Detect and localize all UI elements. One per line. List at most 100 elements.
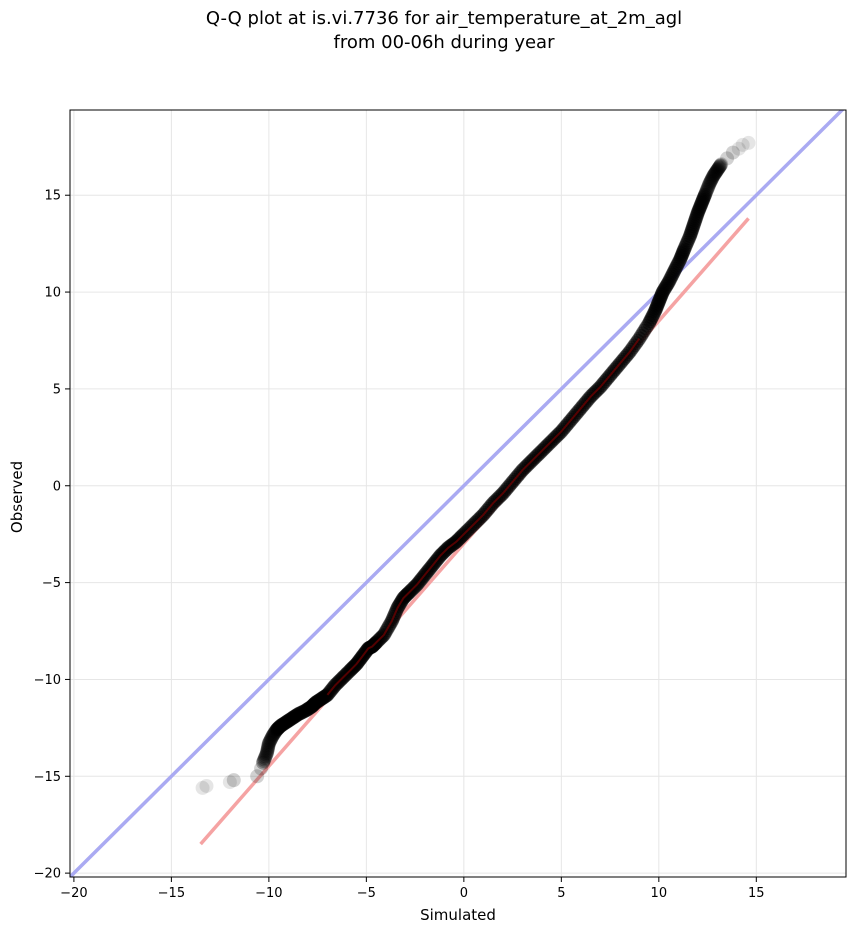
quantile-point <box>315 691 330 706</box>
quantile-point <box>665 267 680 282</box>
quantile-point <box>700 181 715 196</box>
chart-title-line2: from 00-06h during year <box>334 32 556 53</box>
quantile-point <box>272 720 287 735</box>
quantile-point <box>644 312 659 327</box>
quantile-point <box>199 778 214 793</box>
quantile-point <box>295 705 310 720</box>
quantile-point <box>653 289 668 304</box>
quantile-point <box>698 186 713 201</box>
quantile-point <box>640 318 655 333</box>
quantile-point <box>696 191 711 206</box>
quantile-point <box>673 250 688 265</box>
quantile-point <box>285 711 300 726</box>
x-tick-label: 10 <box>651 886 668 901</box>
quantile-point <box>306 697 321 712</box>
quantile-point <box>645 308 660 323</box>
quantile-point <box>697 189 712 204</box>
quantile-point <box>254 761 269 776</box>
quantile-point <box>664 269 679 284</box>
quantile-point <box>712 160 727 175</box>
quantile-point <box>655 286 670 301</box>
quantile-point <box>653 291 668 306</box>
quantile-point <box>668 261 683 276</box>
quantile-point <box>689 209 704 224</box>
quantile-point <box>645 310 659 325</box>
quantile-point <box>267 726 282 741</box>
quantile-point <box>263 733 278 748</box>
quantile-point <box>693 199 708 214</box>
quantile-point <box>694 197 709 212</box>
quantile-point <box>290 707 305 722</box>
x-tick-label: −15 <box>158 886 185 901</box>
quantile-point <box>304 699 319 714</box>
quantile-point <box>705 170 720 185</box>
quantile-point <box>713 158 728 173</box>
x-axis-ticks: −20 −15 −10 −5 0 5 10 15 <box>60 877 765 901</box>
x-tick-label: 5 <box>557 886 565 901</box>
quantile-point <box>714 157 729 172</box>
quantile-point <box>265 728 280 743</box>
x-tick-label: −10 <box>255 886 282 901</box>
x-axis-label: Simulated <box>420 906 496 924</box>
plot-frame <box>69 109 847 878</box>
quantile-point <box>300 702 315 717</box>
quantile-point <box>277 716 292 731</box>
quantile-point <box>683 226 698 241</box>
quantile-point <box>651 296 666 311</box>
quantile-point <box>278 715 293 730</box>
quantile-point <box>674 248 689 263</box>
linear-fit-line <box>199 217 750 846</box>
quantile-point <box>694 195 709 210</box>
quantile-point <box>686 219 701 234</box>
quantile-point <box>702 176 717 191</box>
quantile-point <box>669 259 684 274</box>
quantile-point <box>707 166 722 181</box>
quantile-point <box>688 211 703 226</box>
quantile-point <box>675 245 690 260</box>
quantile-point <box>649 299 664 314</box>
quantile-point <box>741 135 756 150</box>
quantile-point <box>261 739 276 754</box>
quantile-point <box>638 321 653 336</box>
quantile-point <box>272 719 287 734</box>
y-tick-label: −15 <box>34 770 61 785</box>
quantile-point <box>708 165 723 180</box>
quantile-point <box>688 213 703 228</box>
quantile-point <box>710 162 725 177</box>
quantile-point <box>692 202 707 217</box>
quantile-point <box>279 715 294 730</box>
quantile-point <box>647 304 662 319</box>
quantile-point <box>697 187 712 202</box>
quantile-point <box>711 161 726 176</box>
quantile-point <box>655 285 670 300</box>
quantile-point <box>666 265 681 280</box>
quantile-point <box>635 326 650 341</box>
quantile-point <box>651 294 666 309</box>
quantile-point <box>287 709 302 724</box>
y-tick-label: 5 <box>53 382 61 397</box>
quantile-point <box>709 164 724 179</box>
quantile-point <box>667 263 682 278</box>
quantile-point <box>695 194 710 209</box>
quantile-point <box>731 141 746 156</box>
quantile-point <box>296 704 311 719</box>
quantile-point <box>274 718 289 733</box>
y-axis-ticks: −20 −15 −10 −5 0 5 10 15 <box>34 189 70 882</box>
quantile-point <box>293 706 308 721</box>
y-tick-label: −5 <box>42 576 61 591</box>
y-tick-label: −20 <box>34 867 61 882</box>
quantile-point <box>685 221 700 236</box>
x-tick-label: −5 <box>357 886 376 901</box>
quantile-point <box>691 204 706 219</box>
quantile-point <box>648 302 663 317</box>
quantile-point <box>306 698 321 713</box>
quantile-point <box>684 225 699 240</box>
quantile-point <box>670 257 685 272</box>
quantile-point <box>686 217 701 232</box>
quantile-point <box>262 735 277 750</box>
quantile-point <box>299 702 314 717</box>
quantile-point <box>310 694 325 709</box>
quantile-point <box>289 708 304 723</box>
quantile-point <box>257 750 272 765</box>
quantile-point <box>692 200 707 215</box>
